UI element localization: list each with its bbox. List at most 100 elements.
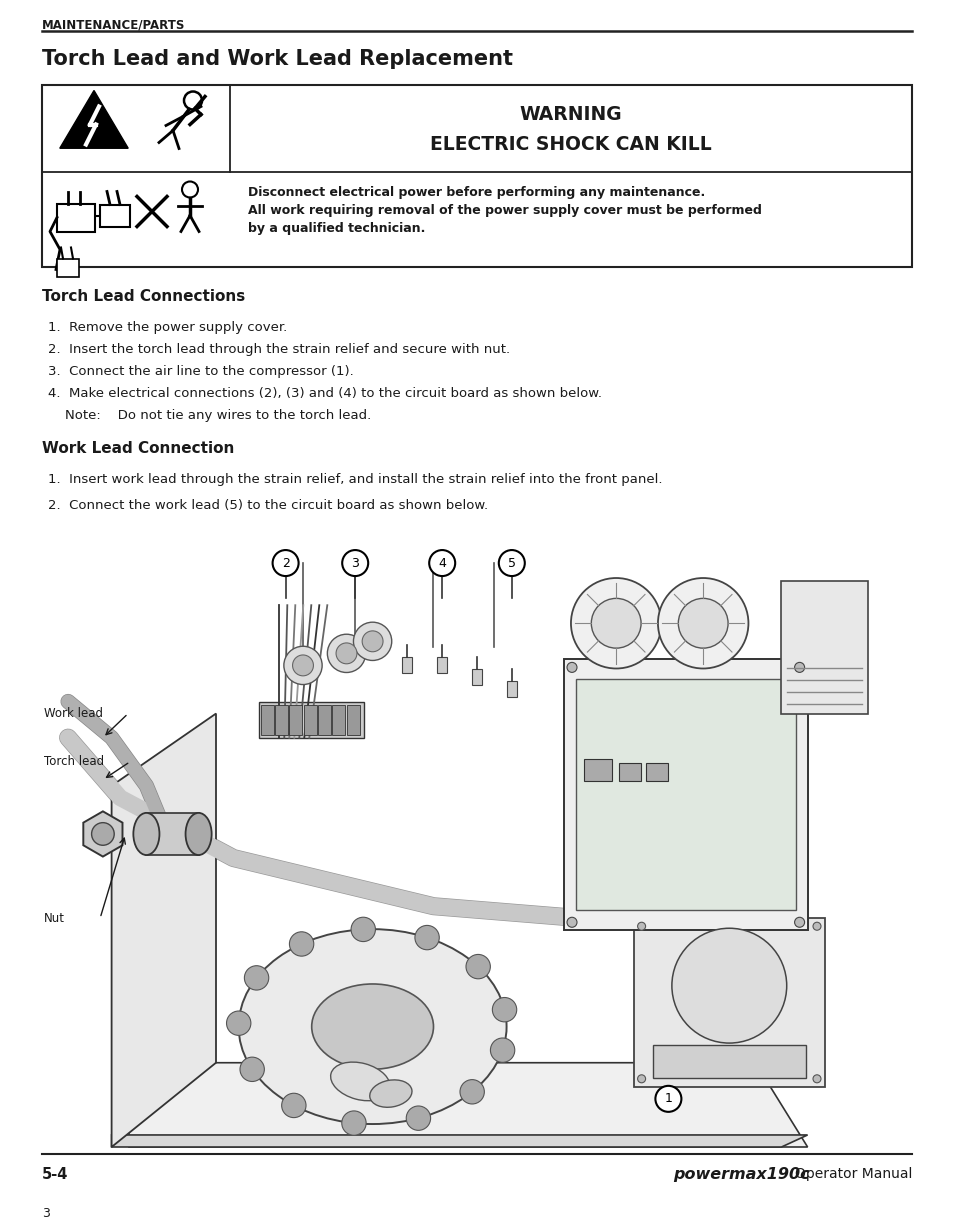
Text: Disconnect electrical power before performing any maintenance.: Disconnect electrical power before perfo… bbox=[248, 187, 704, 199]
Circle shape bbox=[570, 578, 660, 669]
Bar bbox=[436, 658, 447, 674]
Text: 3.  Connect the air line to the compressor (1).: 3. Connect the air line to the compresso… bbox=[48, 364, 354, 378]
Bar bbox=[57, 259, 79, 276]
Text: 2.  Connect the work lead (5) to the circuit board as shown below.: 2. Connect the work lead (5) to the circ… bbox=[48, 499, 488, 512]
Text: Note:    Do not tie any wires to the torch lead.: Note: Do not tie any wires to the torch … bbox=[48, 409, 371, 422]
Bar bbox=[583, 760, 612, 782]
Bar bbox=[781, 582, 867, 714]
Bar bbox=[618, 763, 640, 782]
Circle shape bbox=[281, 1093, 306, 1118]
Circle shape bbox=[341, 1110, 366, 1135]
Polygon shape bbox=[60, 91, 128, 148]
Bar bbox=[506, 681, 517, 697]
Bar bbox=[333, 704, 345, 735]
Text: 1: 1 bbox=[664, 1092, 672, 1106]
Circle shape bbox=[244, 966, 269, 990]
Bar bbox=[57, 204, 95, 232]
Bar bbox=[275, 704, 288, 735]
Circle shape bbox=[490, 1038, 515, 1063]
Circle shape bbox=[415, 925, 438, 950]
Text: MAINTENANCE/PARTS: MAINTENANCE/PARTS bbox=[42, 18, 185, 32]
Ellipse shape bbox=[133, 814, 159, 855]
Circle shape bbox=[342, 550, 368, 575]
Text: All work requiring removal of the power supply cover must be performed: All work requiring removal of the power … bbox=[248, 204, 761, 217]
Ellipse shape bbox=[312, 984, 433, 1069]
Circle shape bbox=[637, 1075, 645, 1082]
Circle shape bbox=[566, 918, 577, 928]
Bar bbox=[146, 812, 198, 855]
Polygon shape bbox=[112, 714, 215, 1147]
Circle shape bbox=[240, 1058, 264, 1081]
Text: 3: 3 bbox=[351, 557, 358, 569]
Circle shape bbox=[671, 929, 786, 1043]
Text: powermax190c: powermax190c bbox=[673, 1167, 809, 1182]
Text: 3: 3 bbox=[42, 1207, 50, 1220]
Circle shape bbox=[289, 931, 314, 956]
Circle shape bbox=[354, 622, 392, 660]
Ellipse shape bbox=[331, 1063, 390, 1101]
Bar bbox=[42, 85, 911, 267]
Circle shape bbox=[492, 998, 517, 1022]
Circle shape bbox=[362, 631, 383, 652]
Circle shape bbox=[794, 918, 803, 928]
Ellipse shape bbox=[185, 814, 212, 855]
Bar bbox=[261, 704, 274, 735]
Circle shape bbox=[459, 1080, 484, 1104]
Bar bbox=[318, 704, 331, 735]
Text: 4.  Make electrical connections (2), (3) and (4) to the circuit board as shown b: 4. Make electrical connections (2), (3) … bbox=[48, 387, 601, 400]
Circle shape bbox=[812, 923, 821, 930]
Polygon shape bbox=[83, 811, 122, 856]
Text: 1.  Insert work lead through the strain relief, and install the strain relief in: 1. Insert work lead through the strain r… bbox=[48, 472, 661, 486]
Bar bbox=[402, 658, 412, 674]
Circle shape bbox=[655, 1086, 680, 1112]
Bar bbox=[304, 704, 317, 735]
Circle shape bbox=[678, 599, 727, 648]
Text: 1.  Remove the power supply cover.: 1. Remove the power supply cover. bbox=[48, 321, 287, 334]
Bar bbox=[259, 702, 363, 737]
Circle shape bbox=[465, 955, 490, 979]
Text: WARNING: WARNING bbox=[519, 106, 621, 124]
Bar bbox=[576, 680, 795, 910]
Polygon shape bbox=[112, 1135, 807, 1147]
Bar bbox=[563, 659, 807, 930]
Circle shape bbox=[351, 918, 375, 941]
Circle shape bbox=[226, 1011, 251, 1036]
Bar bbox=[100, 205, 130, 227]
Text: 2: 2 bbox=[281, 557, 289, 569]
Text: 5: 5 bbox=[507, 557, 516, 569]
Bar bbox=[633, 918, 824, 1087]
Text: 2.  Insert the torch lead through the strain relief and secure with nut.: 2. Insert the torch lead through the str… bbox=[48, 344, 510, 356]
Circle shape bbox=[293, 655, 314, 676]
Text: Work Lead Connection: Work Lead Connection bbox=[42, 440, 234, 456]
Text: Torch lead: Torch lead bbox=[44, 756, 104, 768]
Circle shape bbox=[429, 550, 455, 575]
Text: 5-4: 5-4 bbox=[42, 1167, 69, 1182]
Circle shape bbox=[327, 634, 365, 672]
Circle shape bbox=[284, 647, 322, 685]
Polygon shape bbox=[129, 1063, 807, 1147]
Circle shape bbox=[184, 92, 202, 109]
Circle shape bbox=[182, 182, 198, 198]
Circle shape bbox=[406, 1106, 430, 1130]
Bar bbox=[645, 763, 667, 782]
Circle shape bbox=[335, 643, 356, 664]
Ellipse shape bbox=[370, 1080, 412, 1107]
Circle shape bbox=[812, 1075, 821, 1082]
Text: by a qualified technician.: by a qualified technician. bbox=[248, 222, 425, 236]
Circle shape bbox=[591, 599, 640, 648]
Bar bbox=[472, 670, 481, 686]
Bar bbox=[652, 1044, 805, 1079]
Text: Operator Manual: Operator Manual bbox=[794, 1167, 911, 1182]
Circle shape bbox=[637, 923, 645, 930]
Text: 4: 4 bbox=[437, 557, 446, 569]
Circle shape bbox=[273, 550, 298, 575]
Bar bbox=[289, 704, 302, 735]
Circle shape bbox=[91, 822, 114, 845]
Text: Nut: Nut bbox=[44, 912, 65, 925]
Text: Torch Lead and Work Lead Replacement: Torch Lead and Work Lead Replacement bbox=[42, 49, 513, 69]
Text: ELECTRIC SHOCK CAN KILL: ELECTRIC SHOCK CAN KILL bbox=[430, 135, 711, 155]
Bar bbox=[347, 704, 360, 735]
Ellipse shape bbox=[238, 929, 506, 1124]
Circle shape bbox=[566, 663, 577, 672]
Circle shape bbox=[794, 663, 803, 672]
